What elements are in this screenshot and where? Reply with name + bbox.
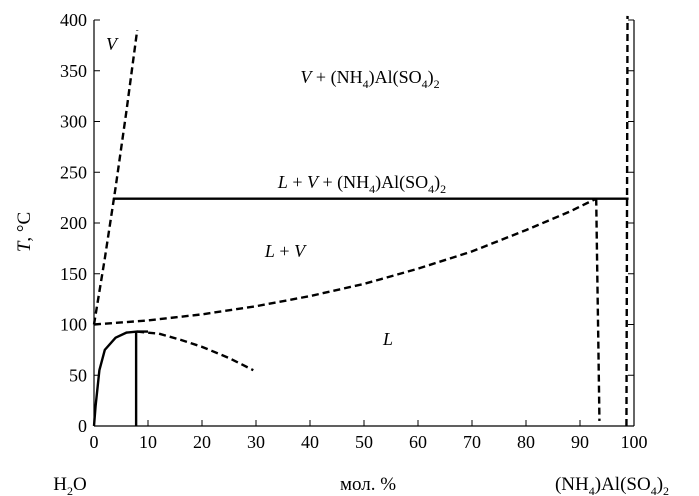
dashed-boundary-line-3 xyxy=(93,197,597,326)
x-tick-label: 50 xyxy=(355,432,373,452)
x-tick-label: 40 xyxy=(301,432,319,452)
dashed-boundary-line-4 xyxy=(595,198,601,421)
x-tick-label: 100 xyxy=(621,432,648,452)
x-left-component-label: H2O xyxy=(53,474,86,496)
dashed-boundary-line-1 xyxy=(92,29,139,325)
y-tick-label: 300 xyxy=(60,112,87,132)
dashed-boundary-line-5 xyxy=(625,15,629,427)
region-label-v: V xyxy=(106,34,119,54)
x-tick-label: 10 xyxy=(139,432,157,452)
x-tick-label: 80 xyxy=(517,432,535,452)
axis-ticks: 0 50 100 150 200 250 300 350 400 0 10 20 30 40 50 60 70 8… xyxy=(60,10,648,452)
y-tick-label: 0 xyxy=(78,416,87,436)
y-axis-title: T, °C xyxy=(14,212,35,252)
y-tick-label: 200 xyxy=(60,213,87,233)
region-label-v-solid: V + (NH4)Al(SO4)2 xyxy=(300,67,439,91)
region-label-lv-solid: L + V + (NH4)Al(SO4)2 xyxy=(277,172,446,196)
solid-boundary-line-6 xyxy=(92,330,148,427)
phase-boundaries xyxy=(92,15,629,427)
x-right-component-label: (NH4)Al(SO4)2 xyxy=(555,474,669,496)
x-tick-label: 60 xyxy=(409,432,427,452)
x-tick-label: 0 xyxy=(90,432,99,452)
x-tick-label: 90 xyxy=(571,432,589,452)
dashed-boundary-line-8 xyxy=(137,330,254,372)
x-axis-title: мол. % xyxy=(340,474,396,495)
y-tick-label: 250 xyxy=(60,162,87,182)
y-tick-label: 350 xyxy=(60,61,87,81)
x-tick-label: 30 xyxy=(247,432,265,452)
y-tick-label: 50 xyxy=(69,365,87,385)
y-tick-label: 150 xyxy=(60,264,87,284)
region-label-lv: L + V xyxy=(264,241,307,261)
y-tick-label: 400 xyxy=(60,10,87,30)
region-label-l: L xyxy=(382,329,393,349)
y-tick-label: 100 xyxy=(60,315,87,335)
x-tick-label: 70 xyxy=(463,432,481,452)
x-tick-label: 20 xyxy=(193,432,211,452)
